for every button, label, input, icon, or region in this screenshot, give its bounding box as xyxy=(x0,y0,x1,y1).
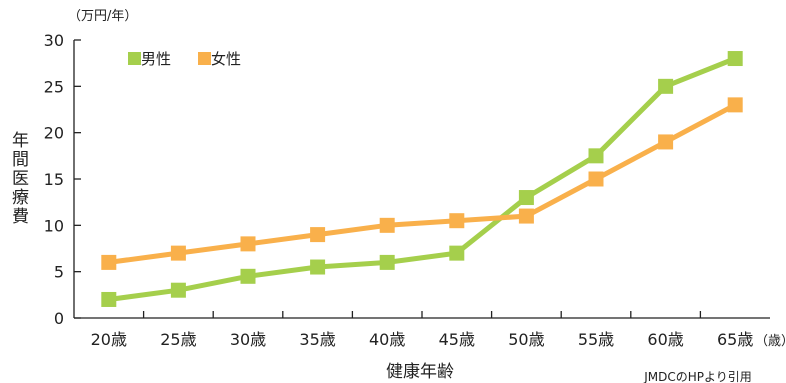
data-point-marker xyxy=(658,78,674,94)
data-point-marker xyxy=(518,208,534,224)
data-point-marker xyxy=(588,148,604,164)
x-tick-label: 50歳 xyxy=(508,330,544,349)
y-tick-label: 10 xyxy=(44,216,64,235)
x-tick-label: 20歳 xyxy=(91,330,127,349)
source-note: JMDCのHPより引用 xyxy=(643,370,752,383)
legend-swatch xyxy=(128,52,141,65)
data-point-marker xyxy=(310,259,326,275)
y-tick-label: 15 xyxy=(44,170,64,189)
data-point-marker xyxy=(449,213,465,229)
legend-label: 女性 xyxy=(211,50,241,68)
data-point-marker xyxy=(310,227,326,243)
data-point-marker xyxy=(240,236,256,252)
data-point-marker xyxy=(449,245,465,261)
x-unit-label: （歳） xyxy=(755,334,786,349)
y-tick-label: 25 xyxy=(44,77,64,96)
data-point-marker xyxy=(379,217,395,233)
x-tick-label: 35歳 xyxy=(299,330,335,349)
data-point-marker xyxy=(101,254,117,270)
legend: 男性 女性 xyxy=(128,50,241,68)
x-tick-label: 25歳 xyxy=(160,330,196,349)
data-point-marker xyxy=(170,282,186,298)
data-point-marker xyxy=(588,171,604,187)
y-tick-label: 5 xyxy=(54,263,64,282)
data-point-marker xyxy=(518,190,534,206)
series-line xyxy=(108,102,737,265)
data-point-marker xyxy=(170,245,186,261)
x-tick-label: 45歳 xyxy=(439,330,475,349)
data-point-marker xyxy=(727,97,743,113)
y-tick-label: 30 xyxy=(44,31,64,50)
x-tick-label: 30歳 xyxy=(230,330,266,349)
y-axis-title: 年間医療費 xyxy=(12,131,29,227)
y-ticks: 0 5 10 15 20 25 30 xyxy=(44,31,81,328)
y-tick-label: 20 xyxy=(44,124,64,143)
x-ticks: 20歳 25歳 30歳 35歳 40歳 45歳 50歳 55歳 60歳 65歳 xyxy=(91,311,753,349)
data-point-marker xyxy=(658,134,674,150)
data-point-marker xyxy=(240,268,256,284)
data-point-marker xyxy=(379,254,395,270)
x-tick-label: 55歳 xyxy=(578,330,614,349)
y-unit-label: （万円/年） xyxy=(68,9,137,24)
legend-label: 男性 xyxy=(141,50,171,68)
legend-swatch xyxy=(198,52,211,65)
x-tick-label: 65歳 xyxy=(717,330,753,349)
series-line xyxy=(108,56,737,302)
data-point-marker xyxy=(727,51,743,67)
data-point-marker xyxy=(101,291,117,307)
series-layer xyxy=(101,51,743,307)
x-tick-label: 60歳 xyxy=(647,330,683,349)
x-tick-label: 40歳 xyxy=(369,330,405,349)
y-tick-label: 0 xyxy=(54,309,64,328)
x-axis-title: 健康年齢 xyxy=(386,362,454,382)
